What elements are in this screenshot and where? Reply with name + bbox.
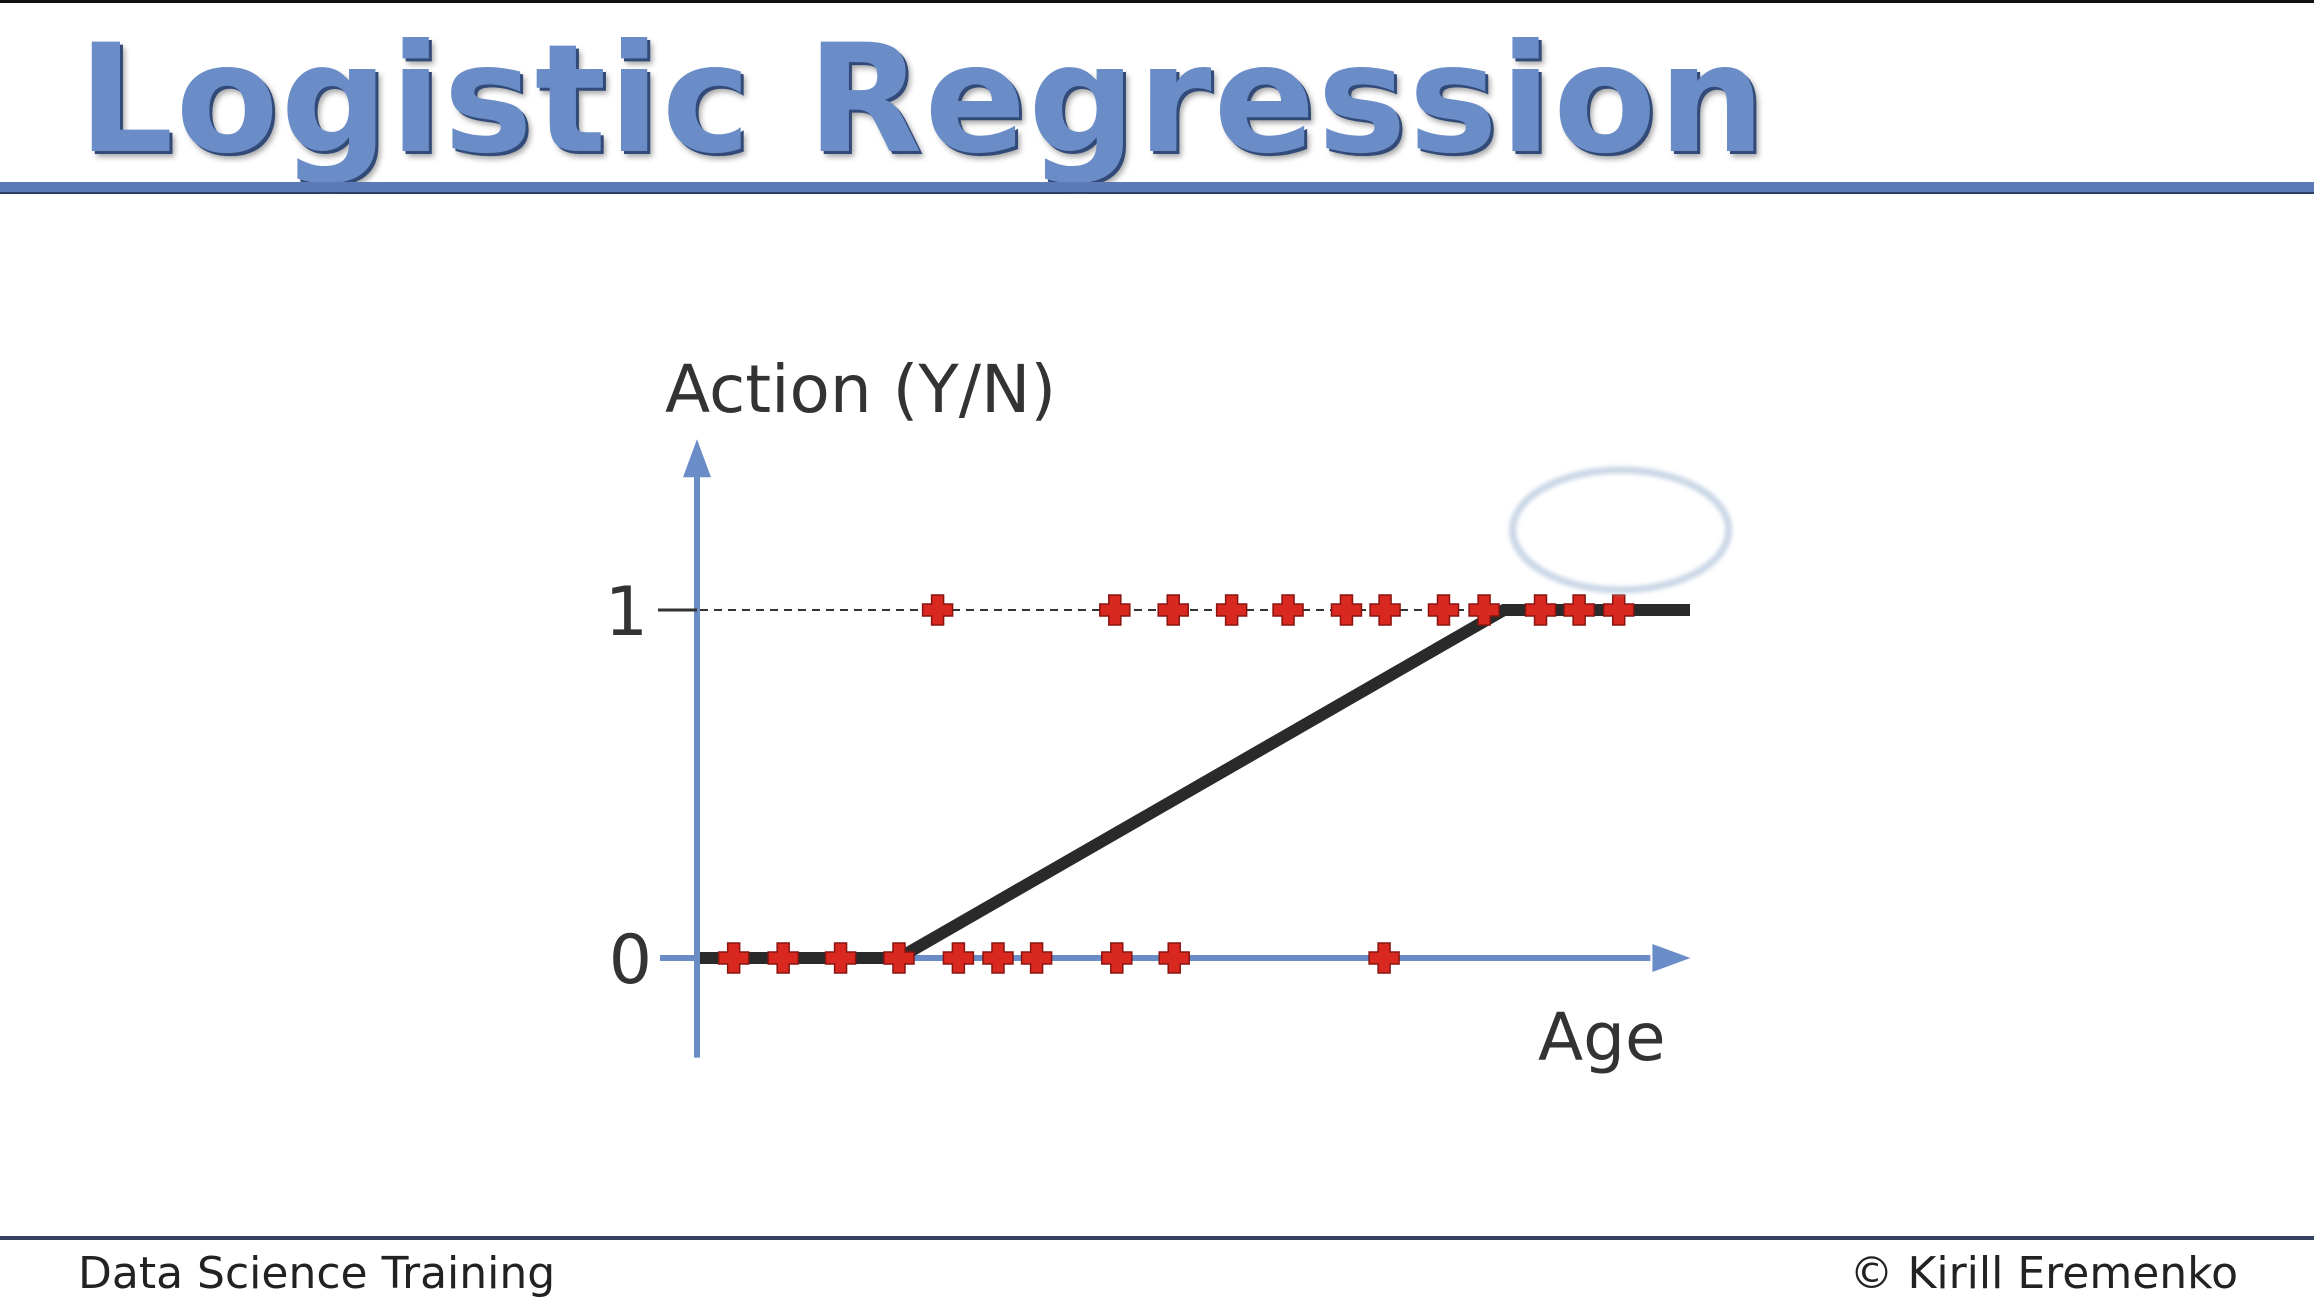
data-point-marker (1272, 594, 1304, 626)
data-point-marker (1020, 942, 1053, 974)
data-point-marker (942, 942, 975, 974)
x-axis-arrow (1652, 944, 1691, 972)
data-point-marker (1368, 942, 1400, 974)
data-point-marker (1330, 594, 1363, 626)
y-tick-label-0: 0 (609, 921, 652, 1000)
data-point-marker (982, 942, 1014, 974)
footer-course-name: Data Science Training (78, 1248, 556, 1299)
top-border (0, 0, 2314, 3)
data-point-marker (767, 942, 799, 974)
data-point-marker (1369, 594, 1401, 626)
footer-rule (0, 1236, 2314, 1240)
fit-line (700, 604, 1690, 964)
data-point-marker (921, 594, 954, 626)
data-point-marker (1099, 594, 1131, 626)
data-point-marker (1602, 594, 1635, 626)
data-point-marker (1524, 594, 1557, 626)
data-point-marker (1427, 594, 1460, 626)
y-axis-arrow (683, 439, 711, 478)
y-tick-label-1: 1 (605, 573, 648, 652)
data-point-marker (1101, 942, 1133, 974)
slide-title: Logistic Regression (78, 13, 1768, 187)
data-point-marker (1563, 594, 1595, 626)
data-point-marker (1215, 594, 1248, 626)
y-axis-label: Action (Y/N) (665, 351, 1056, 428)
title-underline (0, 182, 2314, 194)
x-axis-label: Age (1538, 999, 1666, 1076)
data-point-marker (1157, 594, 1189, 626)
highlight-ellipse (1509, 466, 1733, 594)
data-point-marker (824, 942, 857, 974)
data-point-marker (717, 942, 750, 974)
data-point-marker (883, 942, 915, 974)
footer-copyright: © Kirill Eremenko (1849, 1248, 2238, 1299)
data-point-marker (1468, 594, 1500, 626)
data-point-marker (1158, 942, 1190, 974)
